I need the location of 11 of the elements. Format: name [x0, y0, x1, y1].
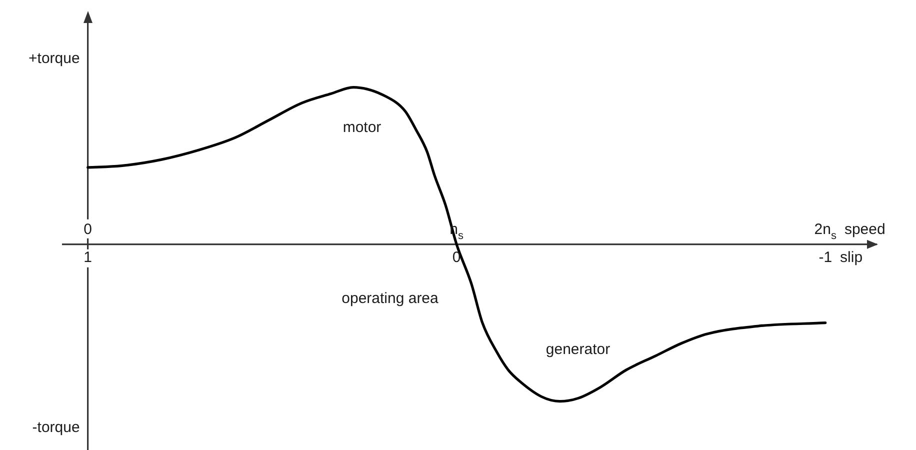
x2-tick-label: 0 — [84, 220, 92, 238]
text: -torque — [32, 419, 80, 436]
text: +torque — [28, 50, 80, 68]
x-axis-title: slip — [840, 248, 863, 266]
annotation: generator — [546, 341, 610, 358]
annotation: operating area — [342, 290, 440, 308]
x-tick-label: 1 — [84, 248, 92, 266]
x-tick-label: 0 — [452, 248, 461, 266]
x2-axis-title: speed — [844, 220, 886, 238]
x-tick-label: -1 — [818, 248, 832, 266]
annotation: motor — [342, 119, 382, 136]
